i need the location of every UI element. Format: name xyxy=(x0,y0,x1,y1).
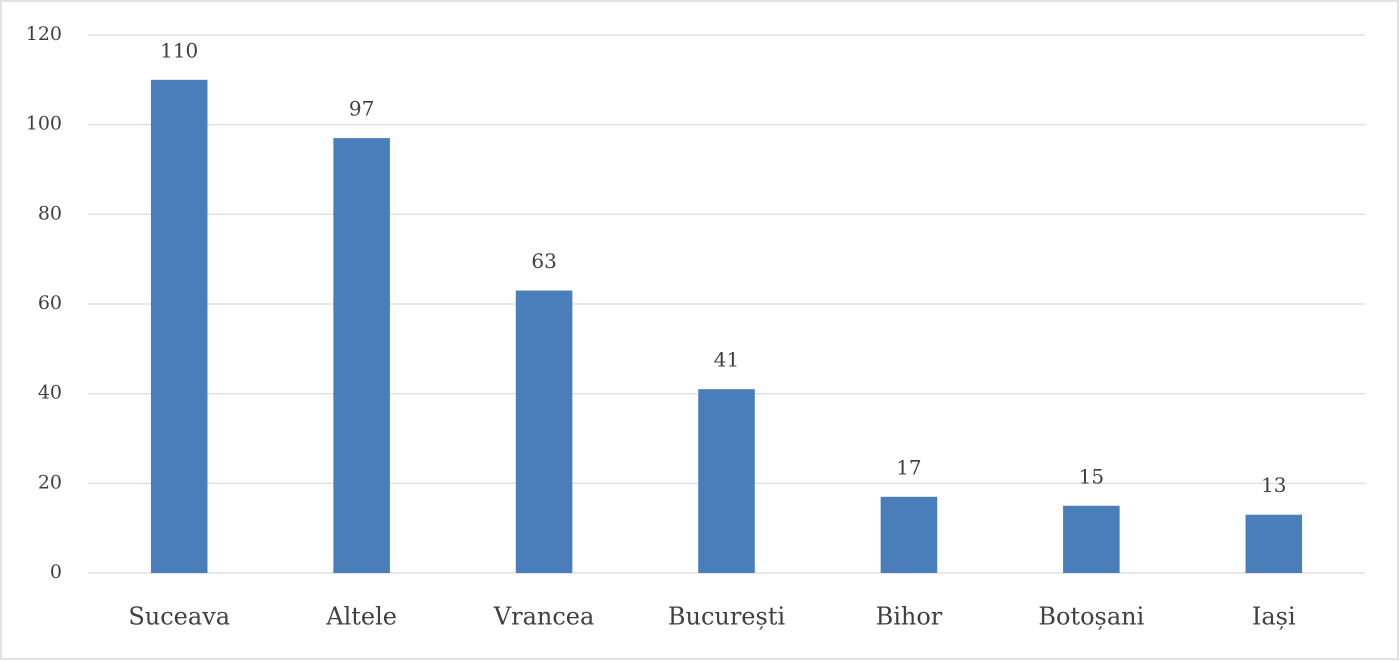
x-tick-label: București xyxy=(668,603,786,631)
x-tick-label: Vrancea xyxy=(493,603,595,631)
y-tick-label: 60 xyxy=(38,292,62,314)
y-tick-label: 80 xyxy=(38,202,62,224)
bar xyxy=(698,389,755,573)
y-tick-label: 20 xyxy=(38,471,62,493)
y-tick-label: 120 xyxy=(26,23,62,45)
data-label: 41 xyxy=(714,348,739,372)
data-label: 13 xyxy=(1261,473,1286,497)
data-label: 17 xyxy=(896,455,921,479)
y-tick-label: 0 xyxy=(50,561,62,583)
x-tick-label: Altele xyxy=(325,603,397,631)
bar xyxy=(1063,505,1120,573)
x-tick-label: Botoșani xyxy=(1038,603,1144,631)
bar xyxy=(150,79,208,573)
data-label: 110 xyxy=(160,38,198,62)
x-tick-label: Bihor xyxy=(876,603,943,631)
y-tick-label: 40 xyxy=(38,382,62,404)
bar xyxy=(333,138,390,573)
x-tick-label: Iași xyxy=(1252,603,1296,631)
bar xyxy=(515,290,573,573)
x-tick-label: Suceava xyxy=(128,603,230,631)
data-label: 15 xyxy=(1079,464,1104,488)
y-tick-label: 100 xyxy=(26,113,62,135)
data-label: 97 xyxy=(349,97,374,121)
bar xyxy=(880,496,938,573)
data-label: 63 xyxy=(531,249,556,273)
bar xyxy=(1245,514,1303,573)
